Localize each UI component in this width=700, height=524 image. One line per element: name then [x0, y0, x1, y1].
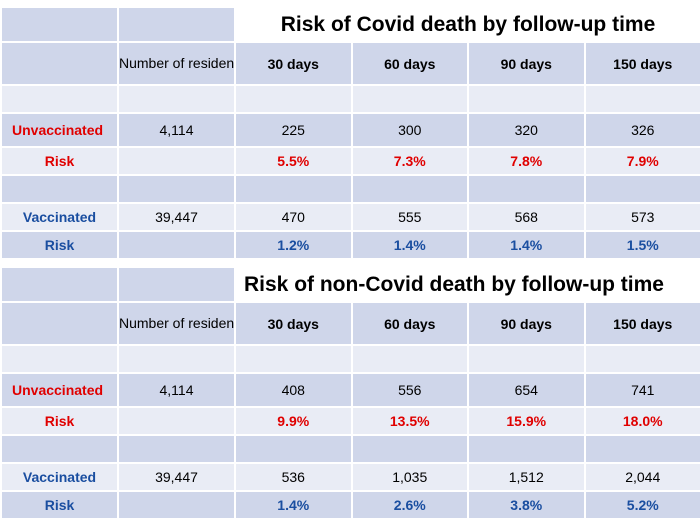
- vaccinated-deaths-cell: 536: [234, 462, 353, 492]
- spacer-cell: [583, 344, 700, 374]
- unvaccinated-risk-cell: 13.5%: [350, 406, 469, 436]
- vaccinated-deaths-cell: 470: [234, 202, 353, 232]
- unvaccinated-deaths-cell: 300: [350, 112, 469, 148]
- spacer-cell: [234, 84, 353, 114]
- residents-header: Number of residents: [117, 301, 236, 346]
- unvaccinated-deaths-cell: 225: [234, 112, 353, 148]
- vaccinated-deaths-cell: 1,035: [350, 462, 469, 492]
- unvaccinated-risk-cell: 18.0%: [583, 406, 700, 436]
- corner-cell: [117, 266, 236, 303]
- unvaccinated-risk-cell: 15.9%: [467, 406, 586, 436]
- corner-cell: [117, 6, 236, 43]
- spacer-cell: [117, 174, 236, 204]
- spacer-cell: [0, 174, 119, 204]
- unvaccinated-residents: 4,114: [117, 372, 236, 408]
- vaccinated-label: Vaccinated: [0, 462, 119, 492]
- unvaccinated-deaths-cell: 408: [234, 372, 353, 408]
- days-header: 150 days: [583, 301, 700, 346]
- spacer-cell: [350, 84, 469, 114]
- blank-cell: [117, 146, 236, 176]
- spacer-cell: [0, 84, 119, 114]
- spacer-cell: [350, 344, 469, 374]
- vaccinated-deaths-cell: 555: [350, 202, 469, 232]
- spacer-cell: [117, 434, 236, 464]
- table-title: Risk of non-Covid death by follow-up tim…: [234, 266, 700, 303]
- vaccinated-risk-cell: 3.8%: [467, 490, 586, 520]
- spacer-cell: [583, 174, 700, 204]
- unvaccinated-risk-label: Risk: [0, 406, 119, 436]
- blank-cell: [117, 230, 236, 260]
- blank-cell: [117, 406, 236, 436]
- residents-header: Number of residents: [117, 41, 236, 86]
- spacer-cell: [467, 344, 586, 374]
- days-header: 30 days: [234, 301, 353, 346]
- spacer-cell: [467, 434, 586, 464]
- vaccinated-risk-label: Risk: [0, 230, 119, 260]
- vaccinated-risk-cell: 1.4%: [350, 230, 469, 260]
- vaccinated-risk-label: Risk: [0, 490, 119, 520]
- spacer-cell: [583, 434, 700, 464]
- unvaccinated-risk-label: Risk: [0, 146, 119, 176]
- vaccinated-risk-cell: 5.2%: [583, 490, 700, 520]
- vaccinated-risk-cell: 1.4%: [234, 490, 353, 520]
- covid-death-table: Risk of Covid death by follow-up time Nu…: [0, 6, 700, 260]
- unvaccinated-risk-cell: 7.8%: [467, 146, 586, 176]
- spacer-cell: [234, 344, 353, 374]
- vaccinated-residents: 39,447: [117, 462, 236, 492]
- unvaccinated-deaths-cell: 741: [583, 372, 700, 408]
- unvaccinated-label: Unvaccinated: [0, 112, 119, 148]
- days-header: 90 days: [467, 41, 586, 86]
- spacer-cell: [467, 84, 586, 114]
- spacer-cell: [350, 174, 469, 204]
- unvaccinated-risk-cell: 9.9%: [234, 406, 353, 436]
- days-header: 30 days: [234, 41, 353, 86]
- unvaccinated-deaths-cell: 320: [467, 112, 586, 148]
- vaccinated-deaths-cell: 2,044: [583, 462, 700, 492]
- vaccinated-risk-cell: 2.6%: [350, 490, 469, 520]
- unvaccinated-residents: 4,114: [117, 112, 236, 148]
- corner-cell: [0, 6, 119, 43]
- spacer-cell: [234, 174, 353, 204]
- spacer-cell: [583, 84, 700, 114]
- vaccinated-deaths-cell: 568: [467, 202, 586, 232]
- unvaccinated-risk-cell: 7.3%: [350, 146, 469, 176]
- unvaccinated-deaths-cell: 654: [467, 372, 586, 408]
- spacer-cell: [350, 434, 469, 464]
- vaccinated-label: Vaccinated: [0, 202, 119, 232]
- days-header: 90 days: [467, 301, 586, 346]
- non-covid-death-table: Risk of non-Covid death by follow-up tim…: [0, 266, 700, 520]
- spacer-cell: [0, 434, 119, 464]
- spacer-cell: [467, 174, 586, 204]
- vaccinated-risk-cell: 1.4%: [467, 230, 586, 260]
- days-header: 150 days: [583, 41, 700, 86]
- corner-cell: [0, 266, 119, 303]
- spacer-cell: [234, 434, 353, 464]
- header-blank-cell: [0, 301, 119, 346]
- unvaccinated-risk-cell: 5.5%: [234, 146, 353, 176]
- vaccinated-risk-cell: 1.5%: [583, 230, 700, 260]
- unvaccinated-label: Unvaccinated: [0, 372, 119, 408]
- vaccinated-deaths-cell: 1,512: [467, 462, 586, 492]
- header-blank-cell: [0, 41, 119, 86]
- unvaccinated-deaths-cell: 556: [350, 372, 469, 408]
- unvaccinated-risk-cell: 7.9%: [583, 146, 700, 176]
- days-header: 60 days: [350, 301, 469, 346]
- spacer-cell: [0, 344, 119, 374]
- spacer-cell: [117, 344, 236, 374]
- vaccinated-deaths-cell: 573: [583, 202, 700, 232]
- blank-cell: [117, 490, 236, 520]
- spacer-cell: [117, 84, 236, 114]
- unvaccinated-deaths-cell: 326: [583, 112, 700, 148]
- table-title: Risk of Covid death by follow-up time: [233, 6, 700, 43]
- vaccinated-risk-cell: 1.2%: [234, 230, 353, 260]
- days-header: 60 days: [350, 41, 469, 86]
- vaccinated-residents: 39,447: [117, 202, 236, 232]
